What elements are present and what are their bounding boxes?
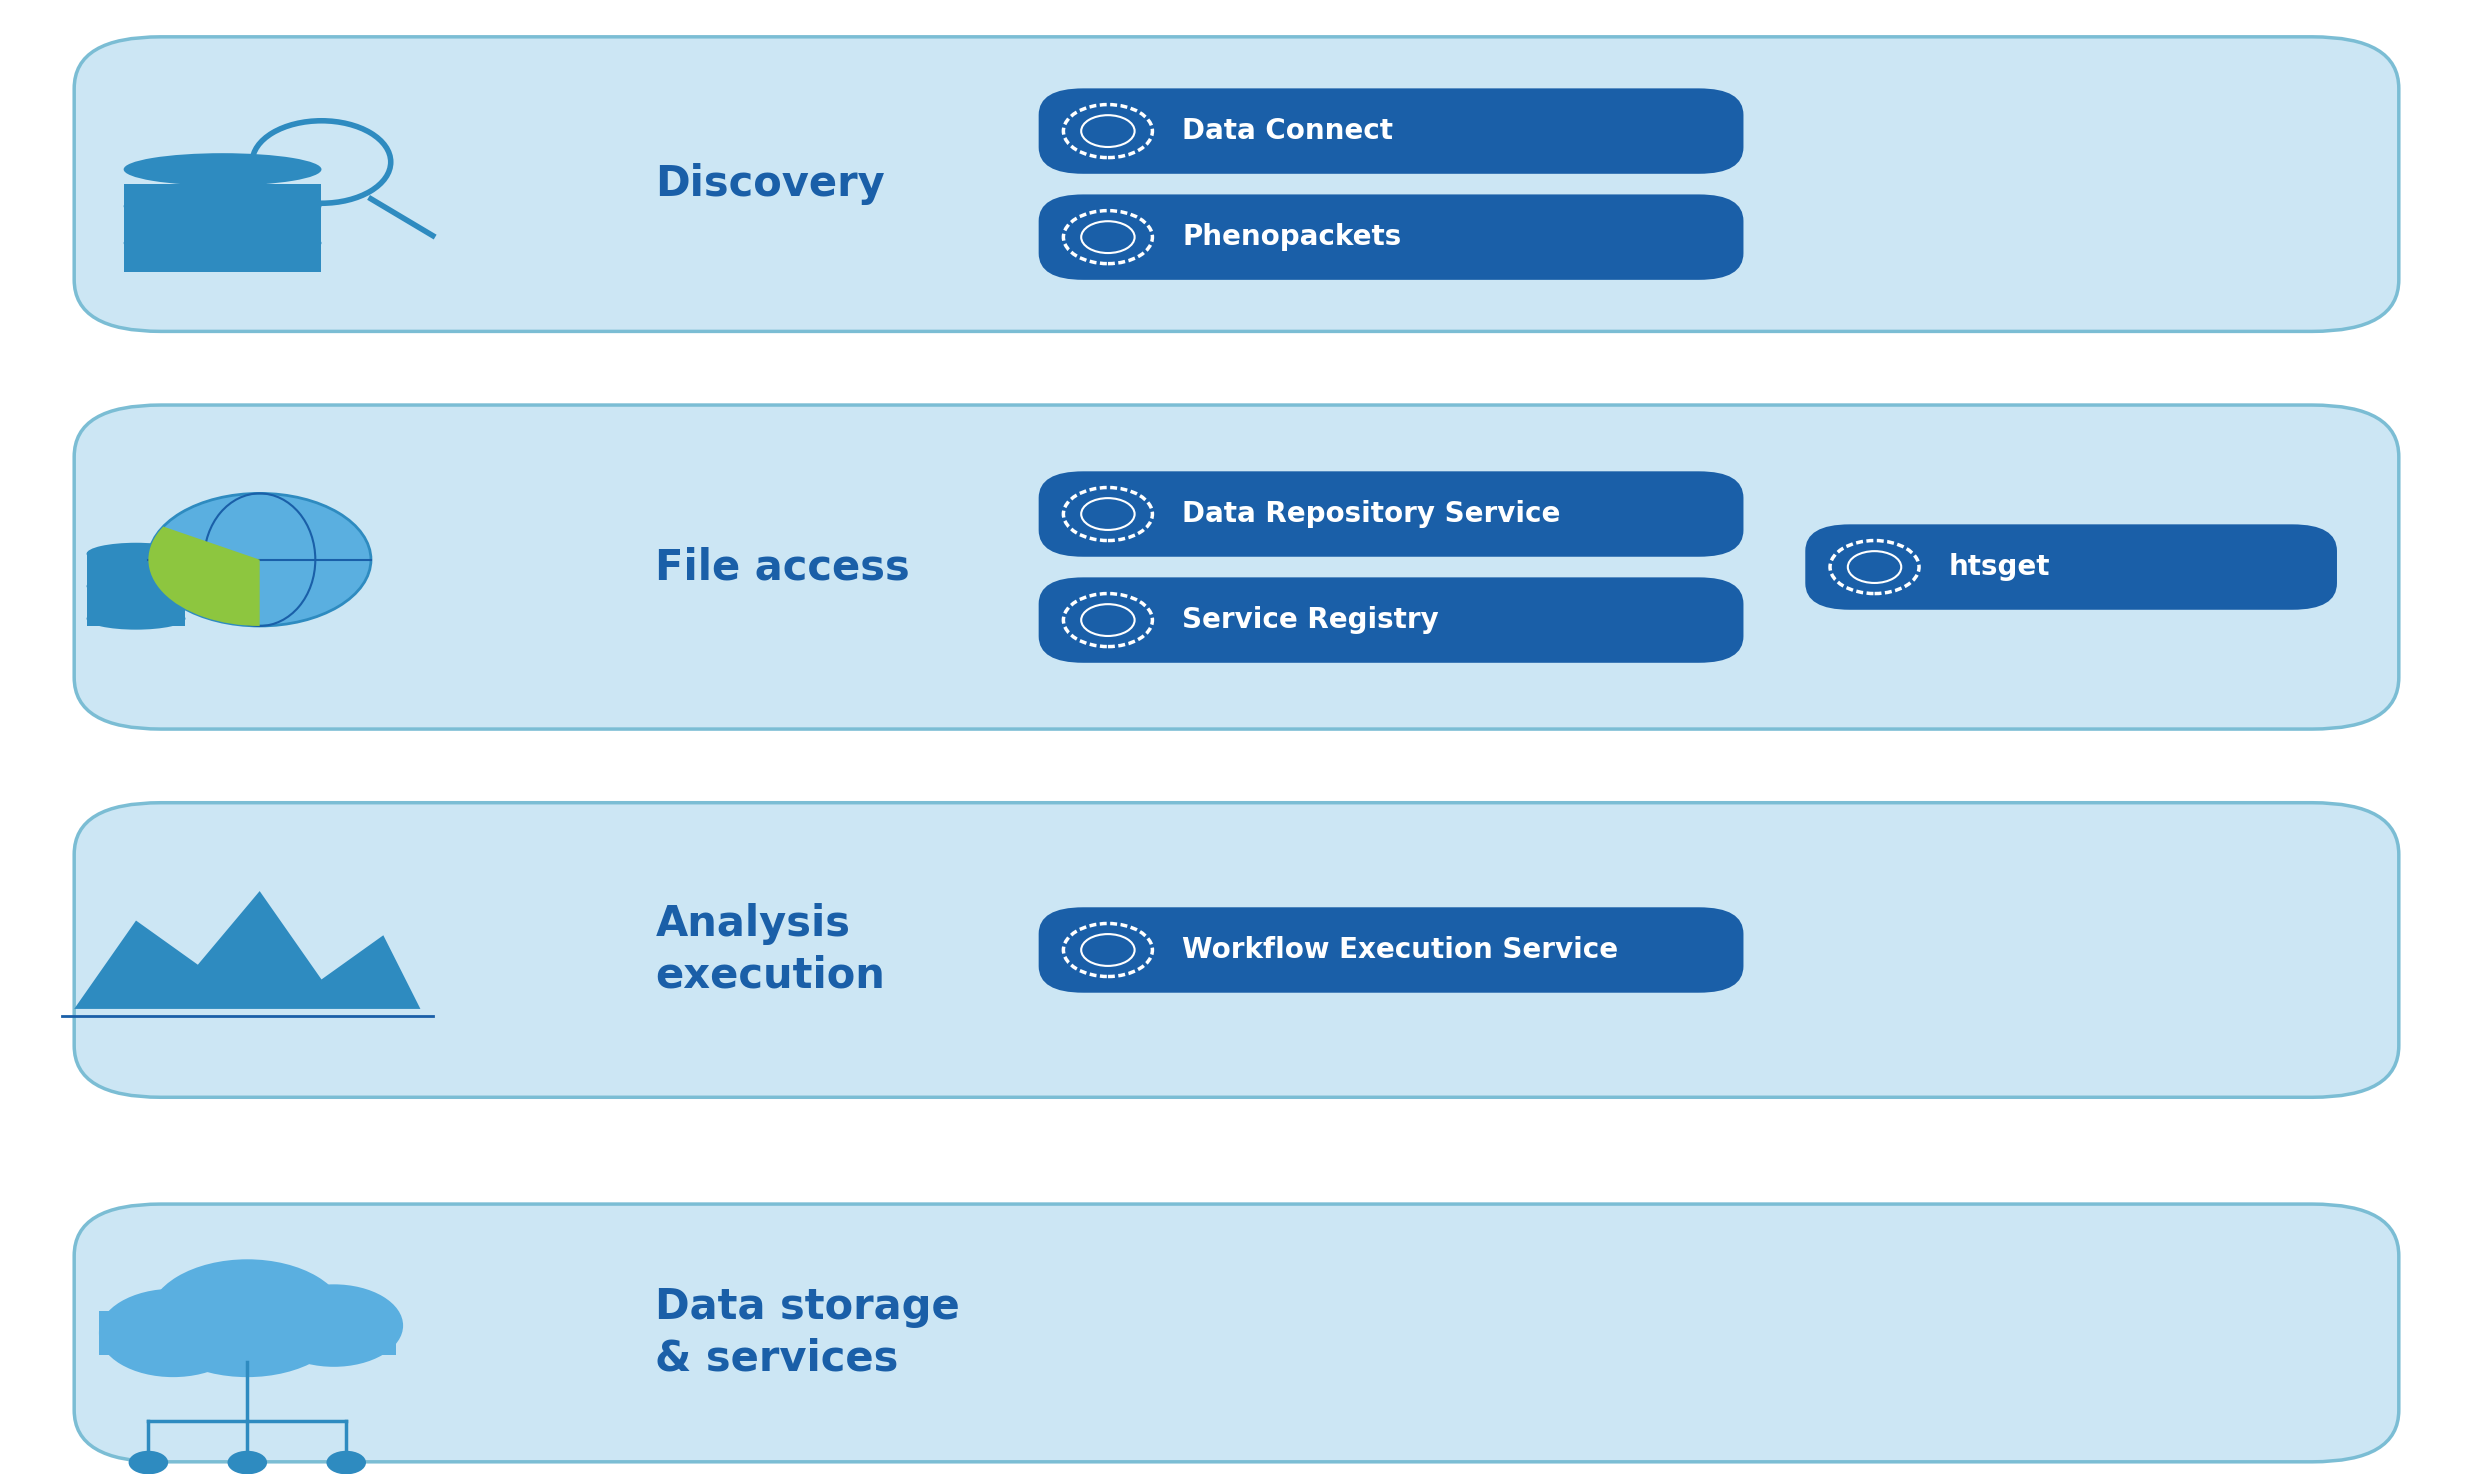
- Circle shape: [228, 1450, 267, 1474]
- Text: Service Registry: Service Registry: [1182, 606, 1439, 634]
- FancyBboxPatch shape: [74, 37, 2399, 332]
- Circle shape: [99, 1288, 247, 1377]
- Text: Data storage
& services: Data storage & services: [655, 1285, 960, 1380]
- Polygon shape: [74, 892, 420, 1008]
- Ellipse shape: [87, 542, 185, 565]
- Circle shape: [265, 1284, 403, 1366]
- Ellipse shape: [124, 227, 321, 259]
- Text: Workflow Execution Service: Workflow Execution Service: [1182, 936, 1617, 964]
- FancyBboxPatch shape: [1039, 195, 1743, 280]
- FancyBboxPatch shape: [74, 405, 2399, 730]
- Circle shape: [148, 494, 371, 626]
- Text: Data Repository Service: Data Repository Service: [1182, 500, 1560, 528]
- Circle shape: [326, 1450, 366, 1474]
- Text: Data Connect: Data Connect: [1182, 116, 1392, 144]
- FancyBboxPatch shape: [74, 803, 2399, 1097]
- Circle shape: [129, 1450, 168, 1474]
- Ellipse shape: [87, 607, 185, 629]
- FancyBboxPatch shape: [99, 1310, 396, 1355]
- Text: Analysis
execution: Analysis execution: [655, 904, 885, 996]
- Text: htsget: htsget: [1949, 553, 2050, 581]
- FancyBboxPatch shape: [1039, 578, 1743, 663]
- Text: File access: File access: [655, 545, 910, 588]
- Text: Discovery: Discovery: [655, 164, 885, 205]
- Wedge shape: [148, 526, 260, 626]
- Text: Phenopackets: Phenopackets: [1182, 223, 1402, 251]
- FancyBboxPatch shape: [74, 1204, 2399, 1462]
- FancyBboxPatch shape: [1805, 525, 2337, 610]
- FancyBboxPatch shape: [1039, 908, 1743, 992]
- FancyBboxPatch shape: [1039, 472, 1743, 557]
- Circle shape: [148, 1259, 346, 1377]
- Ellipse shape: [124, 190, 321, 223]
- Ellipse shape: [87, 575, 185, 597]
- FancyBboxPatch shape: [87, 553, 185, 626]
- Ellipse shape: [124, 153, 321, 186]
- FancyBboxPatch shape: [1039, 88, 1743, 174]
- FancyBboxPatch shape: [124, 184, 321, 273]
